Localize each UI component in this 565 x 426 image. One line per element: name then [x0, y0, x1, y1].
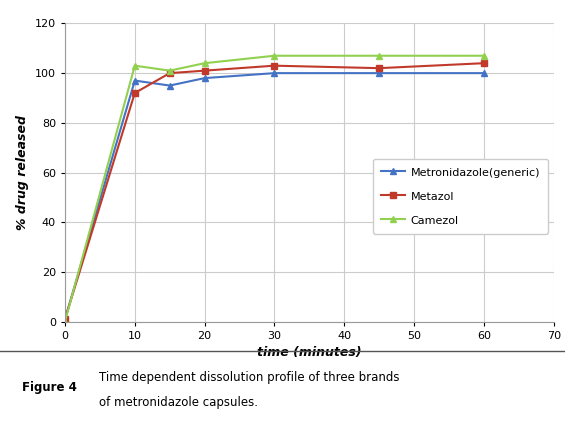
X-axis label: time (minutes): time (minutes)	[257, 346, 362, 359]
Metronidazole(generic)	[62, 317, 68, 322]
Y-axis label: % drug released: % drug released	[16, 115, 29, 230]
Metazol	[480, 60, 487, 66]
Camezol	[480, 53, 487, 58]
Metronidazole(generic)	[166, 83, 173, 88]
Legend: Metronidazole(generic), Metazol, Camezol: Metronidazole(generic), Metazol, Camezol	[373, 159, 548, 234]
Metazol	[376, 66, 383, 71]
Text: Time dependent dissolution profile of three brands: Time dependent dissolution profile of th…	[99, 371, 399, 383]
Camezol	[62, 319, 68, 324]
Camezol	[271, 53, 278, 58]
Camezol	[132, 63, 138, 68]
Metronidazole(generic)	[480, 71, 487, 76]
Line: Metronidazole(generic): Metronidazole(generic)	[62, 70, 488, 322]
Camezol	[201, 60, 208, 66]
Metronidazole(generic)	[376, 71, 383, 76]
Metazol	[166, 71, 173, 76]
Metazol	[132, 90, 138, 95]
Metazol	[62, 317, 68, 322]
Line: Metazol: Metazol	[62, 60, 488, 322]
Metronidazole(generic)	[201, 75, 208, 81]
Metazol	[271, 63, 278, 68]
Line: Camezol: Camezol	[62, 52, 488, 325]
Text: Figure 4: Figure 4	[22, 381, 77, 394]
Camezol	[166, 68, 173, 73]
Text: of metronidazole capsules.: of metronidazole capsules.	[99, 396, 258, 409]
Metazol	[201, 68, 208, 73]
Metronidazole(generic)	[132, 78, 138, 83]
Metronidazole(generic)	[271, 71, 278, 76]
Camezol	[376, 53, 383, 58]
